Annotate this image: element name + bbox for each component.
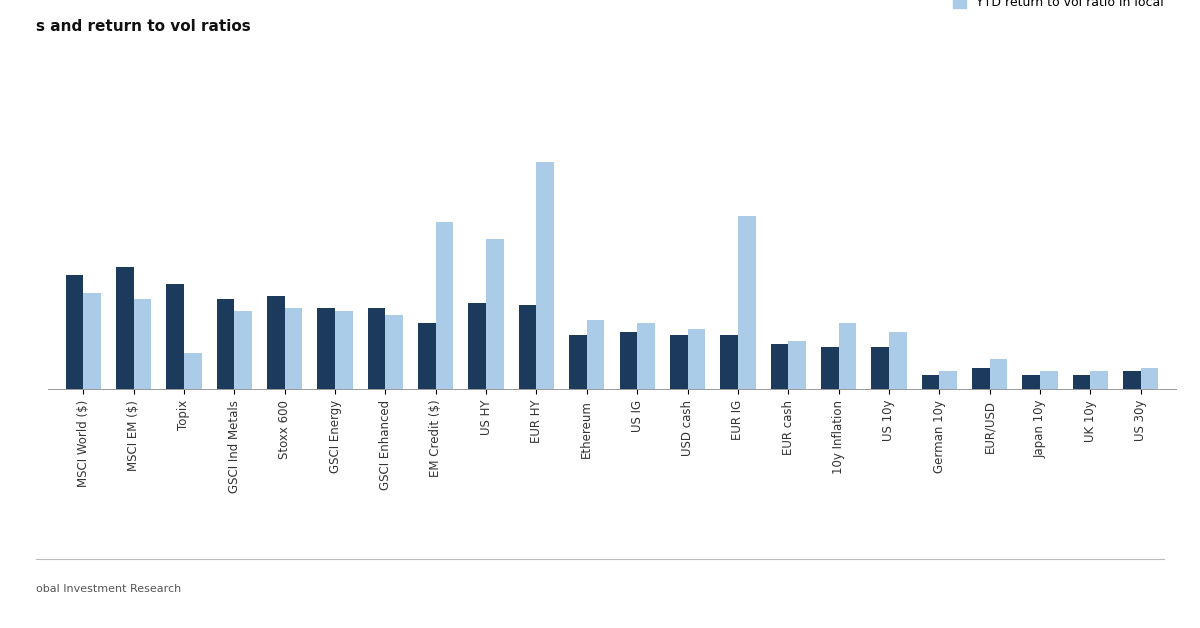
Bar (468, 303, 486, 389)
Bar (518, 305, 536, 389)
Bar (268, 296, 284, 389)
Bar (889, 332, 906, 389)
Bar (385, 315, 403, 389)
Bar (922, 375, 940, 389)
Legend: YTD return in local currency, YTD return to vol ratio in local: YTD return in local currency, YTD return… (947, 0, 1170, 16)
Bar (234, 311, 252, 389)
Bar (418, 323, 436, 389)
Bar (83, 293, 101, 389)
Bar (1123, 371, 1141, 389)
Bar (1073, 375, 1091, 389)
Bar (133, 300, 151, 389)
Bar (167, 284, 184, 389)
Bar (738, 215, 756, 389)
Bar (940, 371, 956, 389)
Bar (367, 308, 385, 389)
Bar (688, 330, 706, 389)
Bar (990, 359, 1007, 389)
Bar (770, 344, 788, 389)
Bar (839, 323, 857, 389)
Bar (1022, 375, 1040, 389)
Bar (66, 276, 83, 389)
Bar (536, 161, 554, 389)
Bar (1040, 371, 1057, 389)
Bar (972, 368, 990, 389)
Bar (284, 308, 302, 389)
Bar (1091, 371, 1108, 389)
Bar (788, 342, 806, 389)
Bar (486, 239, 504, 389)
Bar (871, 347, 889, 389)
Bar (670, 335, 688, 389)
Bar (619, 332, 637, 389)
Bar (116, 267, 133, 389)
Text: obal Investment Research: obal Investment Research (36, 584, 181, 594)
Text: s and return to vol ratios: s and return to vol ratios (36, 19, 251, 34)
Bar (569, 335, 587, 389)
Bar (335, 311, 353, 389)
Bar (318, 308, 335, 389)
Bar (637, 323, 655, 389)
Bar (184, 354, 202, 389)
Bar (587, 320, 605, 389)
Bar (436, 222, 454, 389)
Bar (217, 300, 234, 389)
Bar (720, 335, 738, 389)
Bar (1141, 368, 1158, 389)
Bar (821, 347, 839, 389)
